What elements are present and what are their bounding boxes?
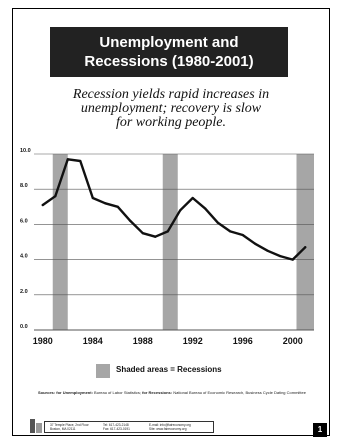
footer-web: Site: www.faireconomy.org — [149, 427, 187, 432]
page-number: 1 — [313, 423, 327, 437]
y-tick-label-3: 6.0 — [20, 218, 28, 224]
y-tick-label-2: 4.0 — [20, 254, 28, 260]
data-point-1989 — [154, 235, 157, 238]
footer-contact: 37 Temple Place, 2nd Floor Boston, MA 02… — [44, 421, 214, 433]
data-point-1995 — [229, 230, 232, 233]
data-point-1993 — [204, 207, 207, 210]
footer-email: E-mail: info@faireconomy.org — [149, 423, 191, 427]
data-point-1987 — [129, 219, 132, 222]
sources-unemployment-text: Bureau of Labor Statistics; — [94, 390, 141, 395]
legend-recession-swatch — [96, 364, 110, 378]
footer-online: E-mail: info@faireconomy.org Site: www.f… — [149, 423, 191, 431]
data-point-1983 — [79, 159, 82, 163]
sources-recessions-label: for Recessions: — [142, 390, 173, 395]
y-tick-label-0: 0.0 — [20, 324, 28, 330]
title-line-1: Unemployment and — [99, 34, 239, 51]
footer-fax: Fax: 617-423-0191 — [103, 427, 130, 432]
x-tick-label-4: 1996 — [233, 336, 253, 346]
data-point-2000 — [291, 258, 294, 261]
title-banner: Unemployment and Recessions (1980-2001) — [50, 27, 288, 77]
subtitle: Recession yields rapid increases in unem… — [40, 88, 302, 130]
data-point-1990 — [166, 230, 169, 233]
recession-band-2 — [162, 154, 178, 330]
x-tick-label-3: 1992 — [183, 336, 203, 346]
x-tick-label-5: 2000 — [283, 336, 303, 346]
legend-label: Shaded areas = Recessions — [116, 365, 222, 374]
data-point-1997 — [254, 242, 257, 245]
x-tick-label-2: 1988 — [133, 336, 153, 346]
data-point-1999 — [279, 254, 282, 258]
sources-recessions-text: National Bureau of Economic Research, Bu… — [173, 390, 306, 395]
data-point-1981 — [54, 195, 57, 198]
x-tick-label-0: 1980 — [33, 336, 53, 346]
data-point-1994 — [216, 221, 219, 224]
y-tick-label-5: 10.0 — [20, 148, 31, 154]
footer-phone: Tel: 617-423-2148 — [103, 423, 129, 427]
series-line-1 — [41, 158, 307, 261]
data-point-1998 — [266, 249, 269, 252]
x-tick-label-1: 1984 — [83, 336, 103, 346]
unemployment-chart: 0.0 2.0 4.0 6.0 8.0 10.0 1980 1984 1988 1992 1996 2… — [20, 148, 314, 346]
data-point-2001 — [304, 246, 307, 249]
subtitle-line-3: for working people. — [115, 115, 227, 130]
data-point-1988 — [141, 232, 144, 235]
data-point-1982 — [66, 158, 69, 161]
y-tick-label-4: 8.0 — [20, 183, 28, 189]
data-point-1996 — [241, 233, 244, 237]
data-point-1985 — [104, 202, 107, 205]
footer-address-line-1: 37 Temple Place, 2nd Floor — [50, 423, 89, 427]
recession-band-3 — [296, 154, 314, 330]
title-line-2: Recessions (1980-2001) — [84, 53, 254, 70]
data-point-1991 — [179, 209, 182, 212]
data-point-1984 — [91, 196, 94, 200]
subtitle-line-1: Recession yields rapid increases in — [72, 87, 270, 102]
footer-address: 37 Temple Place, 2nd Floor Boston, MA 02… — [50, 423, 89, 431]
organization-logo-icon — [30, 419, 42, 433]
subtitle-line-2: unemployment; recovery is slow — [80, 101, 262, 116]
footer-address-line-2: Boston, MA 02111 — [50, 427, 76, 432]
data-point-1992 — [191, 196, 194, 200]
footer-phone-fax: Tel: 617-423-2148 Fax: 617-423-0191 — [103, 423, 130, 431]
sources-unemployment-label: for Unemployment: — [56, 390, 93, 395]
sources-note: Sources: for Unemployment: Bureau of Lab… — [38, 390, 310, 396]
y-tick-label-1: 2.0 — [20, 289, 28, 295]
recession-band-1 — [52, 154, 68, 330]
sources-label: Sources: — [38, 390, 56, 395]
data-point-1986 — [116, 205, 119, 208]
data-point-1980 — [41, 203, 44, 207]
